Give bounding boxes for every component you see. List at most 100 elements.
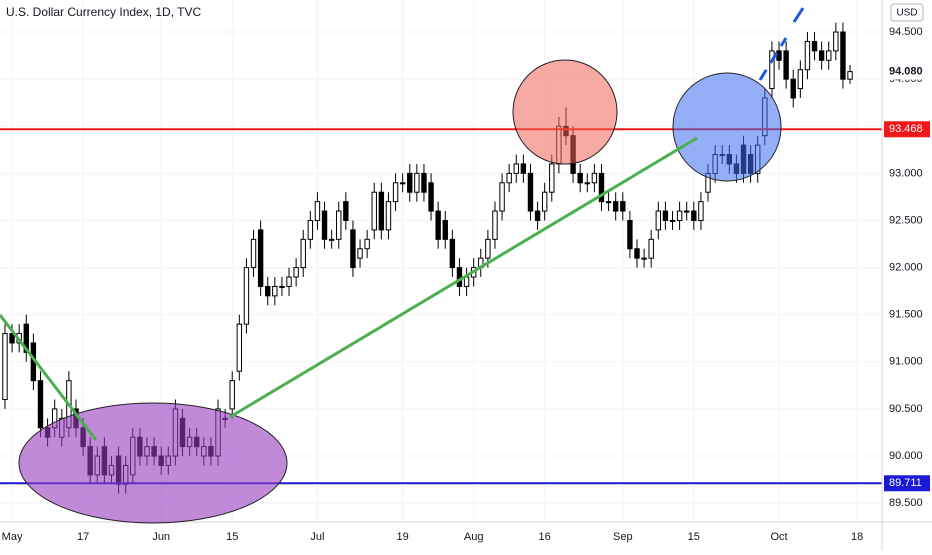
- trend-line: [0, 314, 98, 441]
- candle-body: [641, 257, 647, 260]
- level-tag: [884, 475, 930, 492]
- candle-body: [847, 71, 853, 80]
- candle-body: [392, 182, 399, 203]
- candle-body: [300, 238, 306, 269]
- candle-body: [442, 219, 448, 240]
- candle-body: [577, 172, 583, 184]
- candle-body: [527, 172, 534, 212]
- candle-body: [9, 333, 15, 344]
- x-tick-label: 15: [688, 531, 700, 543]
- y-tick-label: 94.500: [889, 26, 923, 38]
- candle-body: [364, 238, 370, 250]
- candle-body: [257, 229, 264, 287]
- x-tick-label: Sep: [613, 531, 633, 543]
- candle-body: [797, 69, 804, 90]
- candle-body: [549, 163, 555, 193]
- candle-body: [818, 50, 825, 61]
- x-tick-label: Jun: [152, 531, 170, 543]
- y-tick-label: 91.000: [889, 356, 923, 368]
- candle-body: [776, 50, 782, 61]
- candle-body: [357, 248, 363, 259]
- red-circle: [512, 59, 618, 165]
- candle-body: [272, 285, 278, 297]
- candle-body: [541, 191, 548, 212]
- candle-body: [414, 172, 420, 193]
- currency-label: USD: [896, 8, 917, 19]
- candle-body: [769, 50, 775, 90]
- y-tick-label: 89.500: [889, 497, 923, 509]
- candle-body: [499, 182, 505, 212]
- candle-body: [385, 201, 392, 231]
- candle-body: [421, 172, 427, 193]
- x-tick-label: 18: [851, 531, 863, 543]
- x-tick-label: Oct: [770, 531, 787, 543]
- candle-body: [804, 40, 811, 71]
- currency-box: [890, 3, 924, 22]
- chart-title: U.S. Dollar Currency Index, 1D, TVC: [6, 5, 202, 19]
- plot-area: [0, 0, 882, 522]
- x-tick-label: Jul: [310, 531, 324, 543]
- candle-body: [407, 172, 413, 193]
- candle-body: [591, 172, 598, 184]
- candle-body: [378, 191, 385, 231]
- x-tick-label: May: [2, 531, 23, 543]
- x-tick-label: Aug: [464, 531, 484, 543]
- candle-body: [669, 219, 676, 222]
- projection-line: [758, 37, 788, 81]
- candle-body: [634, 248, 640, 259]
- candle-body: [485, 238, 491, 259]
- candle-body: [620, 201, 626, 212]
- candle-body: [265, 285, 271, 297]
- y-tick-label: 91.500: [889, 309, 923, 321]
- candle-body: [676, 210, 683, 221]
- candle-body: [627, 219, 633, 250]
- candle-body: [513, 163, 519, 174]
- candle-body: [314, 201, 321, 221]
- candle-body: [250, 238, 257, 269]
- y-tick-label: 90.500: [889, 403, 923, 415]
- candle-body: [37, 380, 44, 429]
- candle-body: [279, 285, 285, 288]
- candle-body: [307, 219, 314, 240]
- level-label: 89.711: [889, 477, 922, 489]
- candle-body: [293, 267, 299, 278]
- y-tick-label: 92.500: [889, 214, 923, 226]
- candle-body: [655, 210, 662, 231]
- drawings: [0, 7, 805, 524]
- blue-circle: [672, 72, 782, 182]
- candle-body: [840, 31, 846, 80]
- candle-body: [399, 182, 406, 185]
- candle-body: [783, 50, 789, 80]
- candle-body: [23, 323, 29, 353]
- candle-body: [684, 210, 690, 213]
- candle-body: [605, 201, 612, 204]
- candle-body: [328, 238, 335, 241]
- purple-ellipse: [18, 402, 288, 524]
- last-price-tag: [884, 63, 930, 80]
- y-tick-label: 90.000: [889, 450, 923, 462]
- last-price-label: 94.080: [889, 66, 923, 78]
- candle-body: [2, 333, 8, 401]
- trend-line: [229, 136, 698, 419]
- candle-body: [286, 276, 292, 287]
- candle-body: [428, 182, 434, 212]
- candle-body: [229, 380, 235, 410]
- candle-body: [336, 210, 342, 240]
- projection-line: [792, 7, 805, 23]
- candle-body: [435, 210, 441, 240]
- level-label: 93.468: [889, 123, 923, 135]
- candle-body: [826, 50, 832, 61]
- candle-body: [350, 229, 356, 269]
- level-tag: [884, 121, 930, 138]
- x-tick-label: 17: [77, 531, 89, 543]
- candle-body: [236, 323, 243, 372]
- candle-body: [321, 210, 328, 240]
- candle-body: [833, 31, 839, 52]
- candle-body: [520, 163, 527, 174]
- candle-body: [612, 201, 619, 212]
- x-tick-label: 16: [539, 531, 551, 543]
- candle-body: [343, 201, 349, 221]
- candle-body: [584, 182, 590, 185]
- candle-body: [371, 191, 377, 231]
